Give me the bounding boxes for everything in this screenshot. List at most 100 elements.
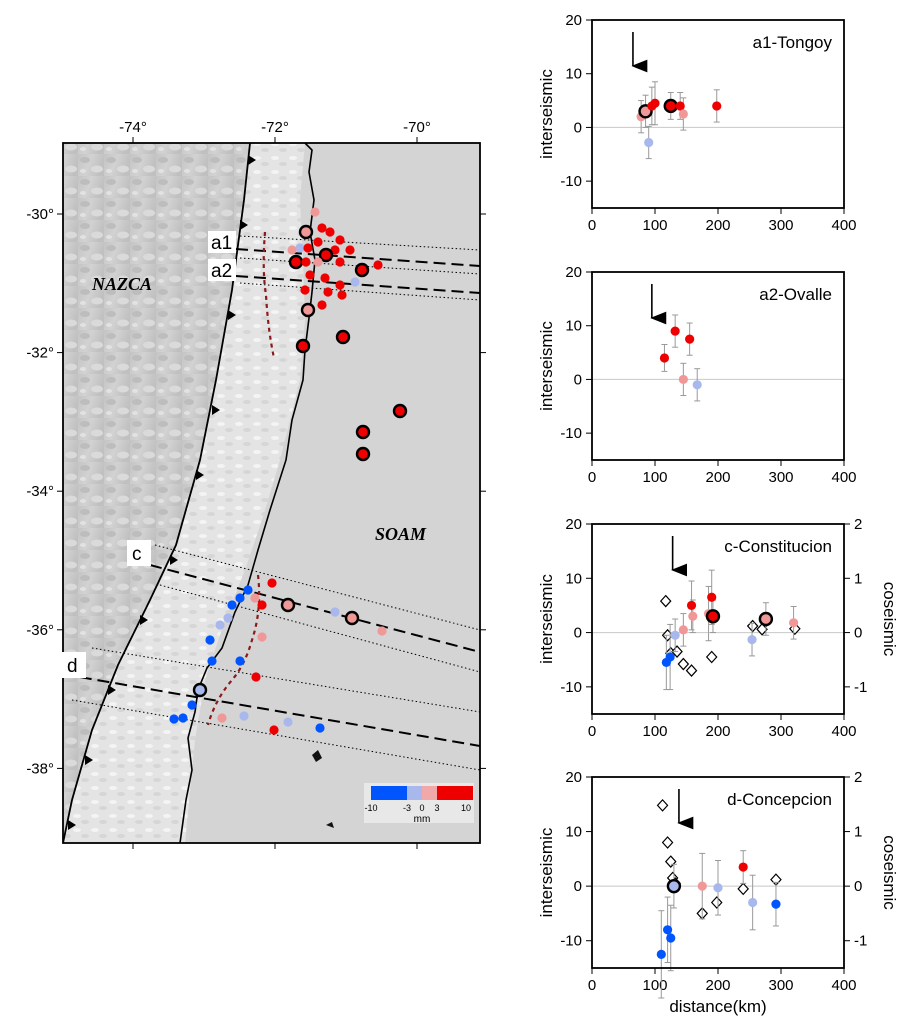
ocean-relief [63, 143, 250, 843]
interseismic-point [663, 98, 678, 114]
trench-tooth [108, 685, 116, 695]
gps-station [257, 632, 267, 642]
colorbar-segment [407, 786, 422, 800]
plot-area [592, 20, 844, 208]
lat-tick-label: -38° [26, 760, 54, 777]
map-frame [62, 142, 481, 844]
gps-station [287, 245, 297, 255]
gps-station [239, 711, 249, 721]
coseismic-point [664, 855, 677, 868]
region-label-nazca: NAZCA [91, 274, 152, 294]
coseismic-point [659, 594, 672, 608]
y2-tick-label: 2 [854, 516, 862, 533]
coseismic-point [789, 622, 801, 636]
gps-station [283, 717, 293, 727]
gps-station [207, 656, 217, 666]
island [326, 822, 334, 828]
gps-station [223, 613, 233, 623]
colorbar-tick: 0 [419, 803, 424, 813]
gps-station [235, 656, 245, 666]
interseismic-point [656, 949, 666, 959]
x-tick-label: 300 [768, 469, 793, 486]
gps-station [301, 257, 311, 267]
interseismic-point [692, 380, 702, 390]
gps-station [335, 257, 345, 267]
gps-station [300, 285, 310, 295]
y-tick-label: 0 [574, 878, 582, 895]
y-tick-label: -10 [560, 173, 582, 190]
svg-text:c: c [132, 544, 142, 565]
colorbar-segment [422, 786, 437, 800]
interseismic-point [705, 609, 721, 624]
interseismic-point [738, 862, 748, 872]
gps-station [269, 725, 279, 735]
x-tick-label: 0 [588, 977, 596, 994]
plot-frame [591, 523, 845, 715]
gps-stations [169, 207, 408, 735]
interseismic-point [650, 98, 660, 108]
trench-tooth [248, 155, 256, 165]
gps-station [317, 300, 327, 310]
interseismic-point [713, 883, 723, 893]
gps-station [313, 237, 323, 247]
gps-station [310, 207, 320, 217]
chart-panel-c-constitucion: 0 100 200 300 400-1001020-1012coseismicinter… [537, 516, 899, 740]
profile-swath-line [239, 282, 480, 301]
trench-tooth [68, 820, 76, 830]
profile-label-a1: a1 [208, 231, 236, 254]
profile-centerline [63, 673, 480, 747]
interseismic-point [670, 630, 680, 640]
gps-station [217, 713, 227, 723]
chart-panel-a2-ovalle: 0 100 200 300 400 -10 0 10 20 interseismic a2-Oval… [537, 264, 857, 486]
coseismic-point [677, 657, 690, 671]
colorbar-unit: mm [414, 814, 431, 825]
y2-tick-label: -1 [854, 679, 867, 696]
y2-tick-label: 0 [854, 878, 862, 895]
chart-panel-d-concepcion: 0 100 200 300 400-1001020-1012coseismicinter… [537, 769, 899, 1016]
y2-tick-label: 1 [854, 570, 862, 587]
svg-text:a2: a2 [211, 261, 232, 282]
gps-station [337, 290, 347, 300]
gps-station [325, 227, 335, 237]
interseismic-point [670, 326, 680, 336]
y-tick-label: 0 [574, 625, 582, 642]
interseismic-point [697, 881, 707, 891]
interseismic-point [678, 625, 688, 635]
gps-station [350, 277, 360, 287]
y2-tick-label: -1 [854, 933, 867, 950]
profile-label-a2: a2 [208, 259, 236, 282]
interseismic-point [644, 137, 654, 148]
coseismic-point [661, 836, 674, 849]
interseismic-point [678, 374, 688, 385]
interseismic-point [675, 101, 685, 111]
x-tick-label: 300 [768, 217, 793, 234]
y2-tick-label: 1 [854, 824, 862, 841]
gps-station [303, 243, 313, 253]
gps-station [250, 593, 260, 603]
gps-station [355, 424, 371, 440]
x-tick-label: 100 [642, 469, 667, 486]
coseismic-point [746, 619, 759, 633]
profile-centerline [149, 564, 480, 653]
gps-station [317, 223, 327, 233]
y-tick-label: 10 [565, 318, 582, 335]
y-tick-label: 0 [574, 119, 582, 136]
gps-station [178, 713, 188, 723]
y-tick-label: 10 [565, 824, 582, 841]
gps-station [354, 262, 370, 278]
y-tick-label: -10 [560, 679, 582, 696]
gps-station [280, 597, 296, 613]
continental-shelf [63, 143, 305, 843]
gps-station [392, 403, 408, 419]
y2-axis-label: coseismic [880, 835, 899, 910]
svg-text:d: d [67, 656, 78, 677]
trench-tooth [170, 555, 178, 565]
x-tick-label: 300 [768, 723, 793, 740]
colorbar-tick: 3 [434, 803, 439, 813]
interseismic-point [747, 635, 757, 645]
interseismic-point [748, 897, 758, 908]
x-tick-label: 200 [705, 723, 730, 740]
gps-station [335, 280, 345, 290]
y-axis-label: interseismic [537, 69, 556, 159]
gps-station [355, 446, 371, 462]
